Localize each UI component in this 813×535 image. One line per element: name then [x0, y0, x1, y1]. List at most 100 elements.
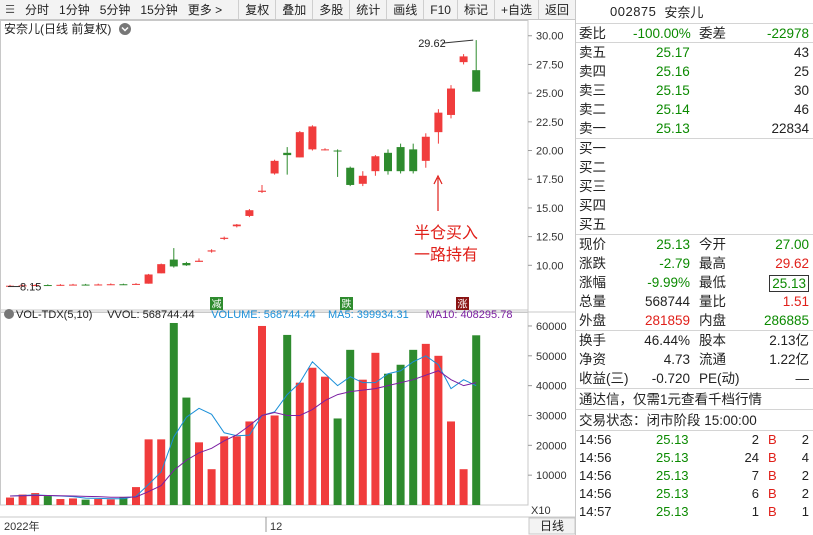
toolbar-button-3[interactable]: 统计	[349, 0, 386, 19]
weicha-label: 委差	[699, 26, 726, 41]
tick-side: B	[768, 432, 777, 447]
tick-row-0: 14:56 25.13 2 B 2	[576, 431, 813, 449]
bid-label: 买二	[579, 160, 606, 175]
price-stats: 现价 25.13 今开 27.00 涨跌 -2.79 最高 29.62 涨幅 -9.99% 最低 25…	[576, 235, 813, 331]
candle-body-19	[245, 210, 254, 216]
promo-notice[interactable]: 通达信，仅需1元查看千档行情	[576, 389, 813, 410]
volume-bar-17	[220, 436, 229, 505]
stock-title: 002875 安奈儿	[576, 0, 813, 24]
toolbar-button-5[interactable]: F10	[423, 0, 457, 19]
marker-label-1: 跌	[342, 298, 352, 311]
tick-volume: 6	[751, 486, 759, 501]
volume-bar-9	[119, 497, 128, 505]
stat-value: 4.73	[663, 352, 690, 367]
ask-row-2: 卖三 25.15 30	[576, 81, 813, 100]
candle-body-24	[308, 126, 317, 150]
stat-label: 换手	[579, 333, 606, 348]
ask-price: 25.13	[656, 121, 690, 136]
chart-area[interactable]: 10.00 12.50 15.00 17.50 20.00 22.50 25.00 27.50…	[0, 20, 575, 535]
stat-value: 568744	[644, 294, 690, 309]
stock-code: 002875	[610, 4, 657, 19]
period-tab-2[interactable]: 5分钟	[99, 3, 131, 17]
toolbar-button-7[interactable]: +自选	[493, 0, 538, 19]
high-label: 29.62	[418, 38, 446, 50]
ma5-label: MA5: 399934.31	[328, 309, 409, 321]
toolbar-button-1[interactable]: 叠加	[275, 0, 312, 19]
candle-body-8	[106, 284, 115, 286]
stat-label: 最低	[699, 275, 726, 290]
period-tab-3[interactable]: 15分钟	[140, 3, 178, 17]
toolbar-button-6[interactable]: 标记	[456, 0, 494, 19]
stat-row-1: 涨跌 -2.79 最高 29.62	[576, 254, 813, 273]
toolbar-button-0[interactable]: 复权	[238, 0, 275, 19]
tick-time: 14:56	[579, 468, 612, 483]
candle-body-9	[119, 284, 128, 286]
candle-body-34	[434, 112, 443, 133]
ask-volume: 46	[793, 102, 809, 117]
stat-label: 涨跌	[579, 256, 606, 271]
indicator-name: VOL-TDX(5,10)	[16, 309, 92, 321]
tick-time: 14:57	[579, 504, 612, 519]
vvol-label: VVOL: 568744.44	[107, 309, 194, 321]
candle-body-36	[459, 56, 468, 63]
volume-bar-30	[384, 373, 392, 505]
quote-panel: 002875 安奈儿 委比 -100.00% 委差 -22978 卖五 25.17…	[575, 0, 813, 535]
chart-title: 安奈儿(日线 前复权)	[4, 21, 111, 36]
period-button-frame	[528, 517, 575, 535]
stat-value: -0.720	[651, 371, 690, 386]
menu-icon[interactable]: ☰	[5, 4, 15, 16]
volume-bar-32	[409, 349, 418, 505]
period-tab-0[interactable]: 分时	[25, 3, 50, 17]
ask-row-0: 卖五 25.17 43	[576, 43, 813, 62]
tick-row-1: 14:56 25.13 24 B 4	[576, 449, 813, 467]
volume-bar-7	[94, 499, 103, 505]
stat-label: 最高	[699, 256, 726, 271]
candle-body-30	[384, 152, 392, 172]
tick-count: 1	[801, 504, 809, 519]
ask-row-1: 卖四 25.16 25	[576, 62, 813, 81]
candle-body-1	[18, 285, 27, 287]
toolbar-button-8[interactable]: 返回	[537, 0, 575, 19]
volume-bar-26	[333, 418, 342, 505]
marker-box-1	[340, 297, 353, 310]
tick-volume: 2	[751, 432, 759, 447]
ask-volume: 25	[793, 64, 809, 79]
candle-body-31	[396, 147, 405, 172]
tick-list[interactable]: 14:56 25.13 2 B 2 14:56 25.13 24 B 4 14:56 25.13 7 B 2…	[576, 431, 813, 521]
stat-row-2: 涨幅 -9.99% 最低 25.13	[576, 273, 813, 292]
kline-chart[interactable]: 10.00 12.50 15.00 17.50 20.00 22.50 25.00 27.50…	[0, 20, 575, 535]
price-tick-label-4: 20.00	[536, 146, 564, 158]
price-tick-label-7: 27.50	[536, 59, 564, 71]
tick-time: 14:56	[579, 432, 612, 447]
stat-value: 27.00	[775, 237, 809, 252]
volume-bar-34	[434, 355, 443, 505]
stat-label: 净资	[579, 352, 606, 367]
candle-body-13	[169, 259, 178, 267]
share-row-1: 净资 4.73 流通 1.22亿	[576, 350, 813, 369]
volume-bar-29	[371, 352, 380, 505]
tick-side: B	[768, 468, 777, 483]
candle-body-3	[43, 285, 52, 287]
stat-label: 今开	[699, 237, 726, 252]
volume-bar-11	[144, 439, 153, 505]
bid-label: 买一	[579, 141, 606, 156]
volume-bar-8	[106, 499, 115, 505]
toolbar-button-4[interactable]: 画线	[386, 0, 423, 19]
tick-volume: 24	[744, 450, 759, 465]
ma10-label: MA10: 408295.78	[426, 309, 513, 321]
ask-price: 25.17	[656, 45, 690, 60]
tick-price: 25.13	[656, 504, 689, 519]
toolbar-button-2[interactable]: 多股	[312, 0, 349, 19]
price-tick-label-6: 25.00	[536, 88, 564, 100]
volume-bar-28	[358, 379, 367, 505]
x-tick-label-1: 12	[270, 521, 282, 533]
period-tab-1[interactable]: 1分钟	[59, 3, 90, 17]
volume-bar-33	[421, 343, 430, 505]
weibi-row: 委比 -100.00% 委差 -22978	[576, 24, 813, 43]
volume-bar-25	[321, 376, 329, 505]
volume-label: VOLUME: 568744.44	[211, 309, 316, 321]
period-tab-4[interactable]: 更多 >	[187, 3, 223, 17]
stat-value: 25.13	[769, 275, 809, 292]
stat-label: 股本	[699, 333, 726, 348]
tick-side: B	[768, 486, 777, 501]
